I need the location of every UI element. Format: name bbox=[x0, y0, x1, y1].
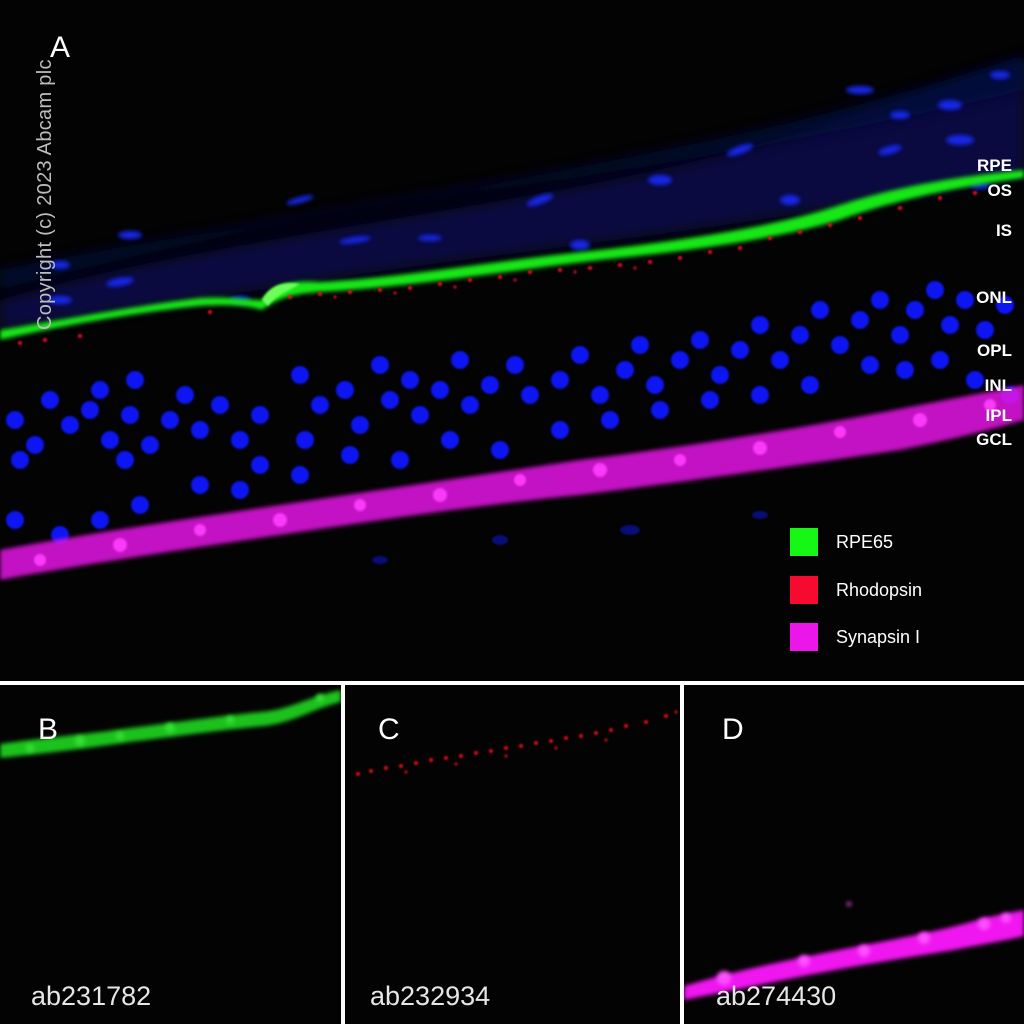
vertical-divider bbox=[341, 685, 345, 1024]
panel-d-label: D bbox=[722, 713, 744, 746]
legend-item-rhodopsin: Rhodopsin bbox=[790, 576, 922, 604]
catalog-number-b: ab231782 bbox=[31, 981, 152, 1011]
horizontal-divider bbox=[0, 681, 1024, 685]
panel-c-rhodopsin: C ab232934 bbox=[346, 686, 680, 1024]
panel-c-label: C bbox=[378, 713, 400, 746]
legend-swatch-green bbox=[790, 528, 818, 556]
panel-b-rpe65: B ab231782 bbox=[0, 686, 341, 1024]
catalog-number-d: ab274430 bbox=[716, 981, 837, 1011]
panel-a-merged-image: Copyright (c) 2023 Abcam plc A RPE OS IS… bbox=[0, 31, 1024, 651]
panel-b-label: B bbox=[38, 713, 59, 746]
legend-item-synapsin: Synapsin I bbox=[790, 623, 920, 651]
layer-label-opl: OPL bbox=[977, 341, 1012, 360]
layer-label-onl: ONL bbox=[976, 288, 1012, 307]
legend-label: RPE65 bbox=[836, 531, 894, 552]
legend-swatch-red bbox=[790, 576, 818, 604]
layer-label-is: IS bbox=[995, 221, 1012, 240]
synapsin-channel-image bbox=[684, 902, 1024, 1000]
layer-label-gcl: GCL bbox=[976, 430, 1012, 449]
layer-label-rpe: RPE bbox=[977, 156, 1012, 175]
catalog-number-c: ab232934 bbox=[370, 981, 491, 1011]
legend-item-rpe65: RPE65 bbox=[790, 528, 893, 556]
vertical-divider bbox=[680, 685, 684, 1024]
legend-label: Rhodopsin bbox=[836, 579, 923, 600]
legend-swatch-magenta bbox=[790, 623, 818, 651]
layer-label-os: OS bbox=[987, 181, 1012, 200]
layer-label-ipl: IPL bbox=[985, 406, 1012, 425]
rhodopsin-channel-image bbox=[356, 710, 678, 776]
legend-label: Synapsin I bbox=[836, 626, 921, 647]
retina-merged-micrograph bbox=[0, 55, 1024, 580]
rpe65-channel-image bbox=[0, 690, 341, 758]
copyright-notice: Copyright (c) 2023 Abcam plc bbox=[34, 59, 56, 330]
panel-a-label: A bbox=[50, 31, 71, 64]
panel-d-synapsin: D ab274430 bbox=[684, 686, 1024, 1024]
layer-label-inl: INL bbox=[984, 376, 1012, 395]
